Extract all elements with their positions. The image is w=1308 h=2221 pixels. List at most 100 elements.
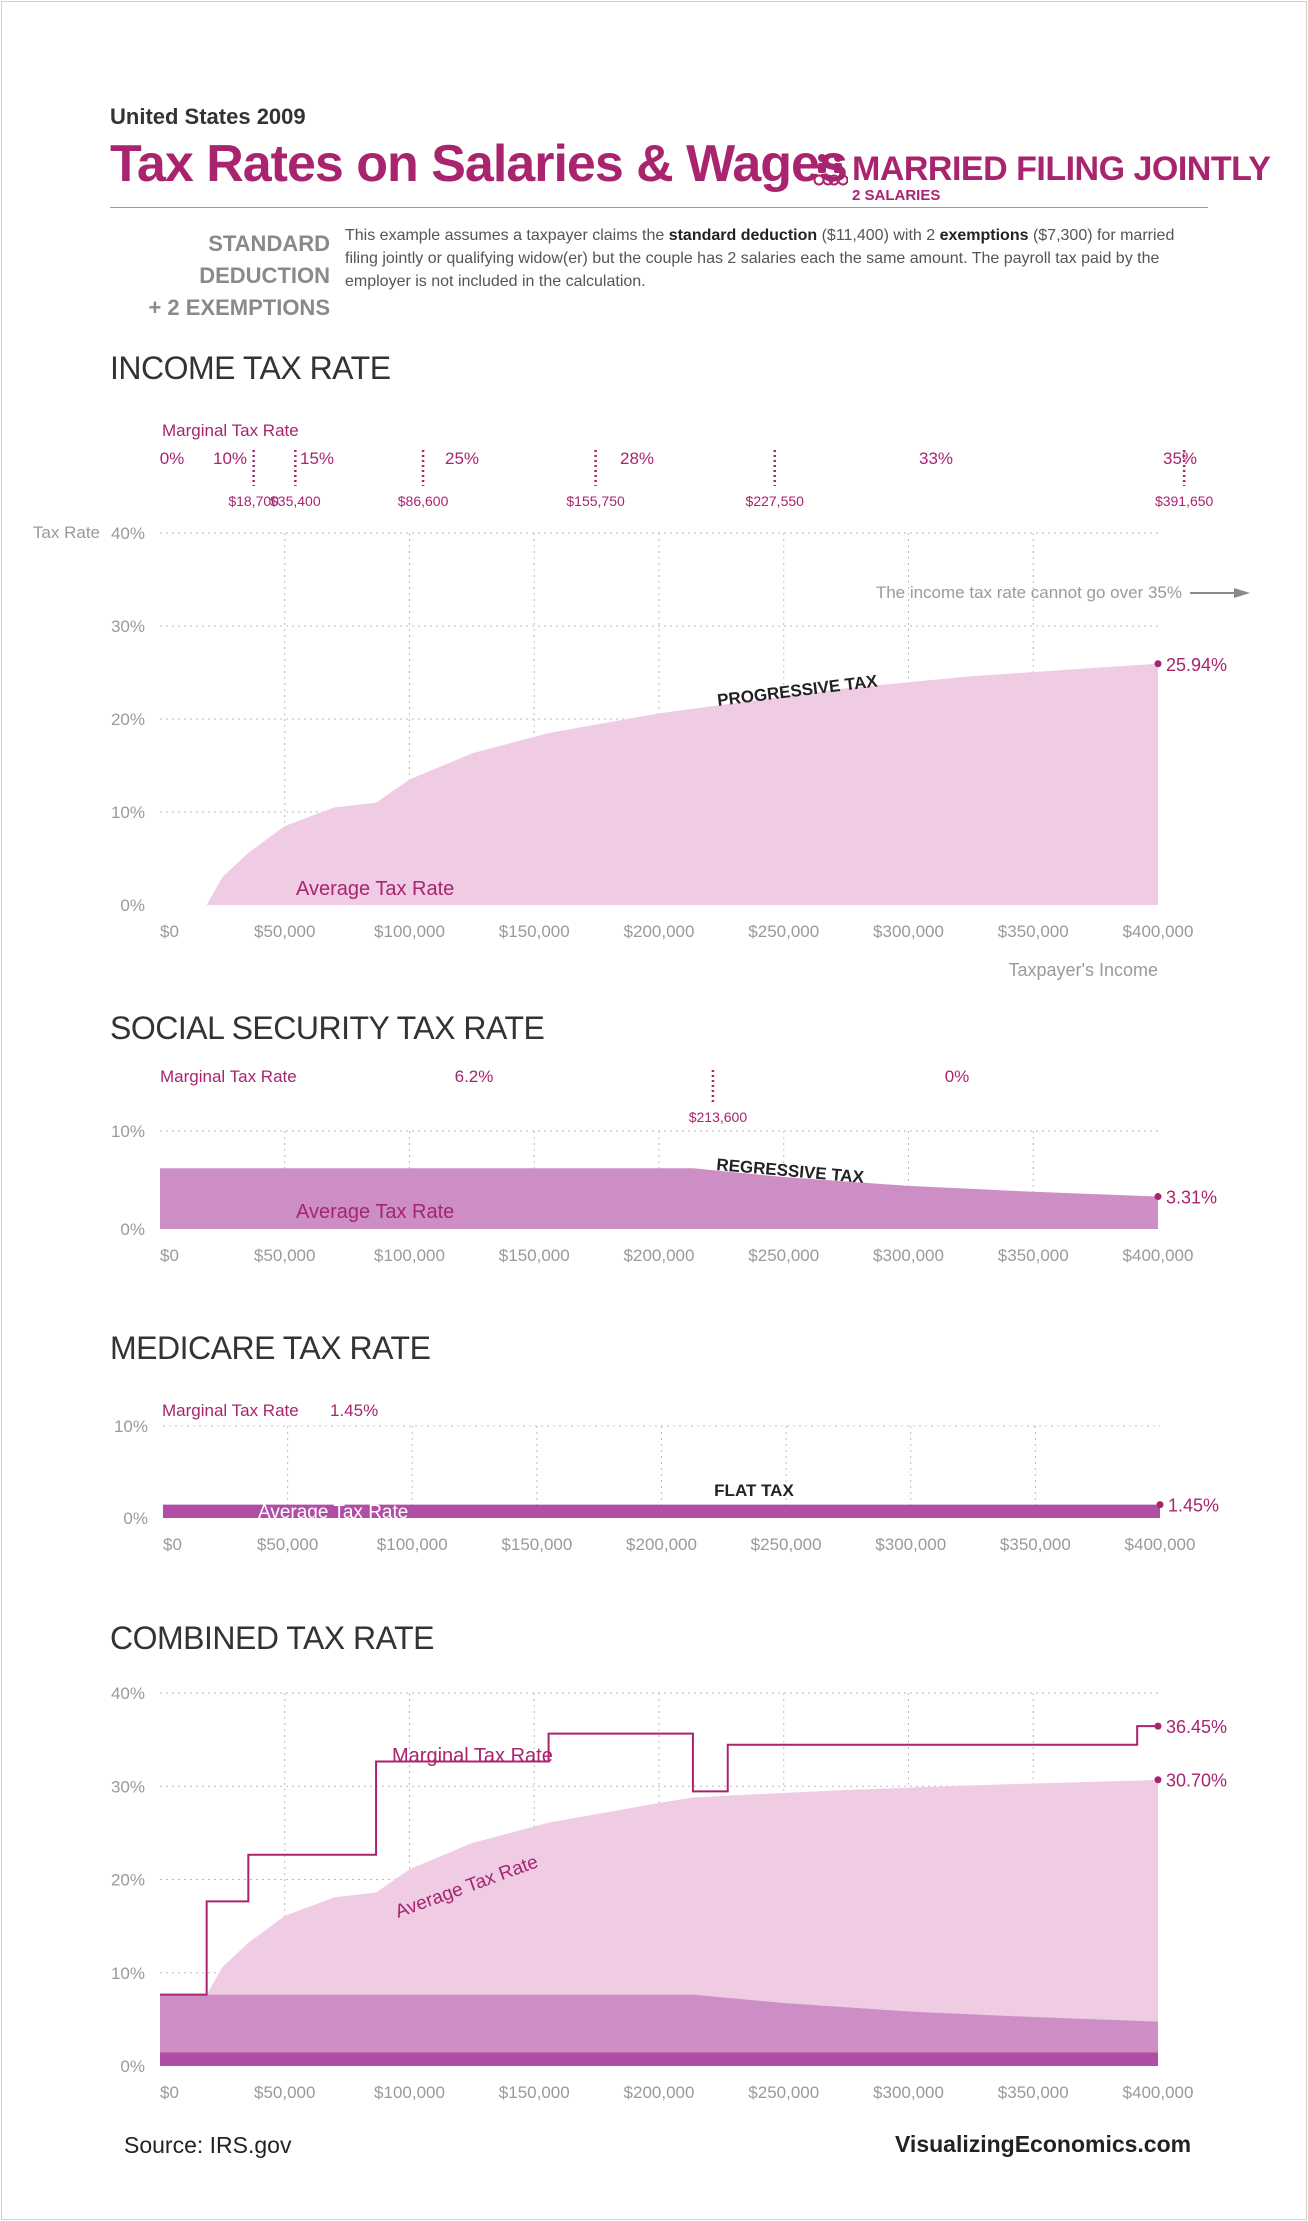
social-y-tick-label: 0%	[120, 1220, 145, 1239]
income-average-area	[160, 663, 1158, 905]
social-average-area	[160, 1168, 1158, 1229]
medicare-section-title: MEDICARE TAX RATE	[110, 1330, 431, 1366]
income-x-tick-label: $400,000	[1123, 922, 1194, 941]
combined-x-tick-label: $50,000	[254, 2083, 315, 2102]
income-end-dot	[1154, 660, 1162, 668]
social-threshold-label: $213,600	[689, 1109, 748, 1125]
filing-status: MARRIED FILING JOINTLY	[852, 150, 1271, 188]
combined-marginal-end-dot	[1154, 1722, 1162, 1730]
medicare-x-tick-label: $100,000	[377, 1535, 448, 1554]
income-bracket-rate: 28%	[620, 449, 654, 468]
combined-average-end-value: 30.70%	[1166, 1771, 1227, 1791]
medicare-x-tick-label: $400,000	[1125, 1535, 1196, 1554]
social-average-label: Average Tax Rate	[296, 1201, 454, 1223]
combined-y-tick-label: 30%	[111, 1777, 145, 1796]
social-marginal-label: Marginal Tax Rate	[160, 1067, 297, 1086]
combined-x-tick-label: $300,000	[873, 2083, 944, 2102]
income-y-tick-label: 40%	[111, 524, 145, 543]
site-label: VisualizingEconomics.com	[895, 2131, 1192, 2157]
income-x-axis-title: Taxpayer's Income	[1008, 960, 1158, 980]
income-y-tick-label: 0%	[120, 896, 145, 915]
medicare-marginal-value: 1.45%	[330, 1401, 378, 1420]
income-end-value: 25.94%	[1166, 655, 1227, 675]
combined-average-area	[160, 1779, 1158, 2066]
medicare-x-tick-label: $250,000	[751, 1535, 822, 1554]
combined-average-end-dot	[1154, 1776, 1162, 1784]
income-x-tick-label: $350,000	[998, 922, 1069, 941]
combined-x-tick-label: $0	[160, 2083, 179, 2102]
medicare-x-tick-label: $200,000	[626, 1535, 697, 1554]
income-y-axis-title: Tax Rate	[33, 523, 100, 542]
social-x-tick-label: $400,000	[1123, 1246, 1194, 1265]
income-y-tick-label: 30%	[111, 617, 145, 636]
social-x-tick-label: $350,000	[998, 1246, 1069, 1265]
medicare-x-tick-label: $0	[163, 1535, 182, 1554]
social-end-value: 3.31%	[1166, 1188, 1217, 1208]
combined-medicare-area	[160, 2052, 1158, 2066]
social-rate-2: 0%	[945, 1067, 970, 1086]
combined-x-tick-label: $250,000	[748, 2083, 819, 2102]
medicare-x-tick-label: $150,000	[501, 1535, 572, 1554]
header-rule	[110, 207, 1208, 208]
medicare-y-tick-label: 10%	[114, 1417, 148, 1436]
social-x-tick-label: $150,000	[499, 1246, 570, 1265]
desc-mid: ($11,400) with 2	[817, 227, 940, 244]
income-bracket-threshold: $18,700	[228, 493, 279, 509]
social-y-tick-label: 10%	[111, 1122, 145, 1141]
medicare-average-label: Average Tax Rate	[258, 1502, 408, 1523]
combined-y-tick-label: 10%	[111, 1964, 145, 1983]
std-line-2: + 2 EXEMPTIONS	[148, 295, 330, 320]
income-x-tick-label: $200,000	[624, 922, 695, 941]
income-cap-arrow-head	[1234, 588, 1250, 598]
filing-sub: 2 SALARIES	[852, 187, 941, 204]
income-marginal-label: Marginal Tax Rate	[162, 421, 299, 440]
combined-marginal-label: Marginal Tax Rate	[392, 1745, 553, 1767]
income-x-tick-label: $250,000	[748, 922, 819, 941]
combined-x-tick-label: $200,000	[624, 2083, 695, 2102]
income-bracket-rate: 33%	[919, 449, 953, 468]
social-x-tick-label: $0	[160, 1246, 179, 1265]
combined-y-tick-label: 40%	[111, 1684, 145, 1703]
income-x-tick-label: $50,000	[254, 922, 315, 941]
combined-y-tick-label: 0%	[120, 2057, 145, 2076]
income-bracket-threshold: $35,400	[270, 493, 321, 509]
income-x-tick-label: $0	[160, 922, 179, 941]
combined-x-tick-label: $100,000	[374, 2083, 445, 2102]
desc-post: ($7,300) for married filing jointly or q…	[345, 227, 1175, 290]
desc-pre: This example assumes a taxpayer claims t…	[345, 227, 669, 244]
medicare-x-tick-label: $350,000	[1000, 1535, 1071, 1554]
income-average-label: Average Tax Rate	[296, 878, 454, 900]
social-end-dot	[1154, 1193, 1162, 1201]
income-bracket-threshold: $227,550	[746, 493, 805, 509]
desc-bold-2: exemptions	[939, 227, 1029, 244]
social-x-tick-label: $100,000	[374, 1246, 445, 1265]
income-cap-note: The income tax rate cannot go over 35%	[876, 583, 1182, 602]
income-bracket-rate: 0%	[160, 449, 185, 468]
income-y-tick-label: 10%	[111, 803, 145, 822]
social-x-tick-label: $50,000	[254, 1246, 315, 1265]
social-section-title: SOCIAL SECURITY TAX RATE	[110, 1010, 545, 1046]
source-label: Source: IRS.gov	[124, 2132, 292, 2158]
combined-x-tick-label: $150,000	[499, 2083, 570, 2102]
social-rate-1: 6.2%	[455, 1067, 494, 1086]
medicare-x-tick-label: $50,000	[257, 1535, 318, 1554]
income-bracket-rate: 25%	[445, 449, 479, 468]
income-bracket-rate: 15%	[300, 449, 334, 468]
income-bracket-threshold: $391,650	[1155, 493, 1214, 509]
social-x-tick-label: $200,000	[624, 1246, 695, 1265]
social-x-tick-label: $250,000	[748, 1246, 819, 1265]
page-title: Tax Rates on Salaries & Wages	[110, 135, 848, 193]
combined-x-tick-label: $400,000	[1123, 2083, 1194, 2102]
income-bracket-threshold: $155,750	[566, 493, 625, 509]
medicare-x-tick-label: $300,000	[875, 1535, 946, 1554]
income-x-tick-label: $150,000	[499, 922, 570, 941]
combined-section-title: COMBINED TAX RATE	[110, 1620, 434, 1656]
income-bracket-rate: 35%	[1163, 449, 1197, 468]
social-x-tick-label: $300,000	[873, 1246, 944, 1265]
income-section-title: INCOME TAX RATE	[110, 350, 391, 386]
income-x-tick-label: $100,000	[374, 922, 445, 941]
medicare-y-tick-label: 0%	[123, 1509, 148, 1528]
medicare-flat-label: FLAT TAX	[714, 1481, 794, 1500]
